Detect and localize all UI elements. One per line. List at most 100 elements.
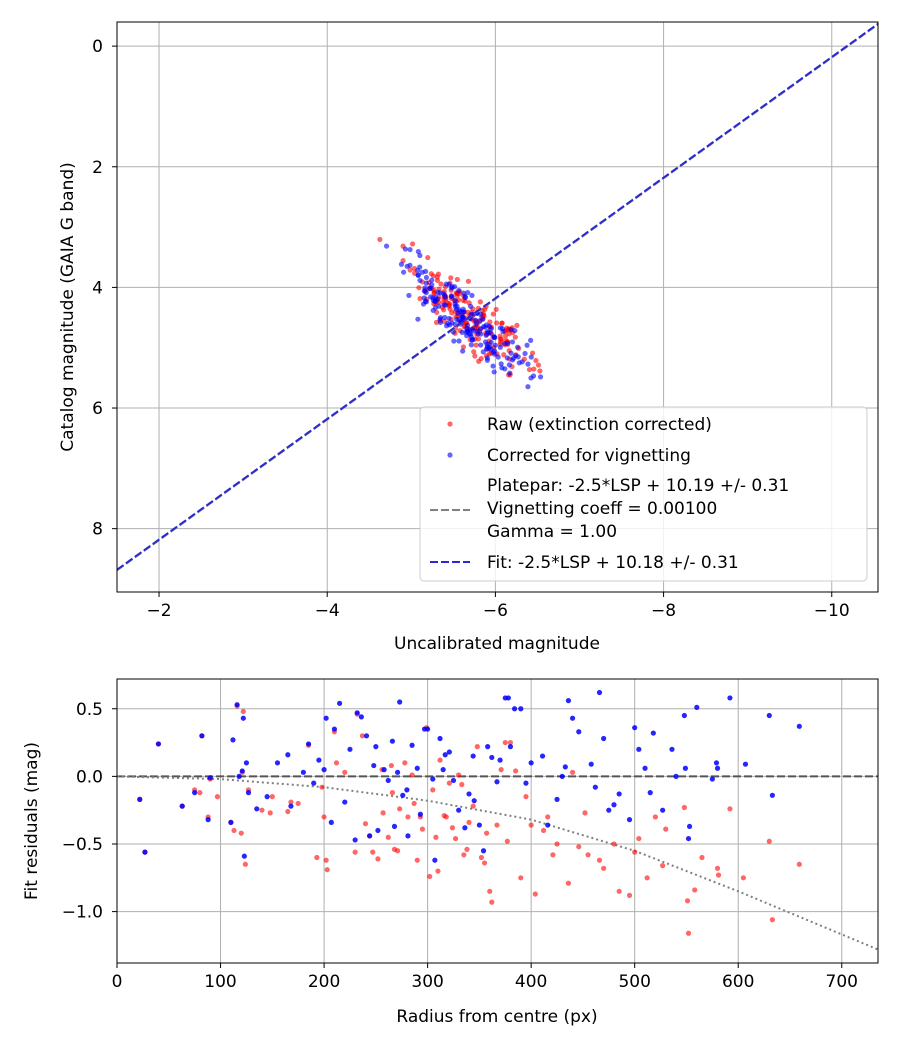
corrected-point bbox=[475, 331, 481, 337]
corrected-residual-point bbox=[562, 764, 568, 770]
corrected-point bbox=[464, 333, 470, 339]
top-y-tick-label: 6 bbox=[92, 399, 103, 419]
raw-point bbox=[499, 320, 505, 326]
bottom-x-axis-label: Radius from centre (px) bbox=[396, 1007, 597, 1027]
corrected-residual-point bbox=[442, 752, 448, 758]
corrected-residual-point bbox=[686, 823, 693, 830]
raw-residual-point bbox=[540, 827, 547, 834]
corrected-residual-point bbox=[480, 848, 487, 854]
corrected-point bbox=[491, 334, 497, 340]
raw-point bbox=[490, 311, 496, 317]
bottom-x-tick-label: 100 bbox=[204, 972, 236, 992]
raw-residual-point bbox=[456, 772, 462, 778]
corrected-point bbox=[492, 342, 498, 348]
raw-residual-point bbox=[352, 849, 358, 855]
corrected-residual-point bbox=[565, 698, 572, 704]
corrected-residual-point bbox=[230, 737, 236, 743]
corrected-residual-point bbox=[425, 726, 431, 732]
raw-residual-point bbox=[385, 834, 391, 840]
corrected-point bbox=[440, 290, 446, 297]
raw-residual-point bbox=[699, 854, 705, 861]
raw-residual-point bbox=[435, 868, 441, 874]
top-x-axis-label: Uncalibrated magnitude bbox=[394, 634, 600, 654]
corrected-point bbox=[528, 337, 534, 343]
corrected-point bbox=[507, 370, 513, 376]
raw-residual-point bbox=[411, 800, 417, 807]
corrected-point bbox=[429, 277, 435, 283]
corrected-residual-point bbox=[285, 752, 291, 758]
bottom-y-tick-label: −0.5 bbox=[62, 835, 103, 855]
raw-point bbox=[498, 336, 504, 342]
corrected-point bbox=[467, 303, 474, 309]
top-y-tick-label: 2 bbox=[92, 158, 103, 178]
corrected-residual-point bbox=[430, 776, 436, 782]
raw-point bbox=[407, 267, 413, 273]
corrected-point bbox=[417, 277, 423, 284]
corrected-residual-point bbox=[405, 833, 411, 839]
raw-residual-point bbox=[285, 808, 291, 815]
corrected-residual-point bbox=[371, 762, 377, 769]
corrected-point bbox=[404, 263, 410, 269]
raw-point bbox=[435, 271, 442, 277]
raw-residual-point bbox=[375, 856, 381, 862]
corrected-point bbox=[506, 362, 512, 368]
raw-point bbox=[529, 350, 536, 356]
corrected-residual-point bbox=[511, 706, 518, 712]
raw-residual-point bbox=[632, 849, 638, 855]
bottom-x-tick-label: 500 bbox=[618, 972, 650, 992]
corrected-residual-point bbox=[385, 777, 391, 784]
corrected-residual-point bbox=[367, 833, 373, 839]
raw-residual-point bbox=[461, 852, 467, 858]
corrected-residual-point bbox=[766, 712, 772, 719]
corrected-point bbox=[498, 361, 504, 367]
corrected-residual-point bbox=[742, 761, 749, 767]
raw-residual-point bbox=[684, 898, 691, 904]
corrected-point bbox=[417, 264, 423, 270]
corrected-point bbox=[525, 384, 531, 390]
corrected-residual-point bbox=[316, 757, 322, 763]
raw-residual-point bbox=[611, 841, 617, 847]
raw-residual-point bbox=[766, 838, 772, 844]
corrected-residual-point bbox=[592, 784, 598, 790]
corrected-point bbox=[422, 285, 428, 291]
top-y-tick-label: 0 bbox=[92, 37, 103, 57]
raw-point bbox=[526, 366, 533, 373]
bottom-x-tick-label: 600 bbox=[722, 972, 754, 992]
raw-point bbox=[473, 342, 479, 348]
raw-residual-point bbox=[470, 803, 476, 809]
raw-residual-point bbox=[513, 768, 519, 774]
legend: Raw (extinction corrected) Corrected for… bbox=[419, 406, 868, 582]
raw-residual-point bbox=[389, 790, 396, 796]
raw-residual-point bbox=[288, 799, 294, 805]
corrected-residual-point bbox=[554, 796, 560, 802]
corrected-residual-point bbox=[588, 761, 594, 767]
raw-residual-point bbox=[242, 861, 248, 867]
raw-residual-point bbox=[430, 787, 436, 793]
corrected-point bbox=[456, 287, 462, 294]
raw-residual-point bbox=[502, 739, 508, 746]
raw-residual-point bbox=[324, 867, 330, 873]
raw-residual-point bbox=[433, 834, 439, 840]
corrected-residual-point bbox=[400, 792, 406, 798]
raw-residual-point bbox=[596, 857, 603, 863]
raw-residual-point bbox=[585, 852, 591, 858]
corrected-residual-point bbox=[234, 702, 240, 708]
corrected-residual-point bbox=[466, 791, 472, 797]
corrected-residual-point bbox=[606, 807, 612, 813]
raw-residual-point bbox=[532, 891, 538, 897]
vignetting-curve bbox=[116, 775, 879, 951]
corrected-residual-point bbox=[179, 803, 185, 809]
raw-point bbox=[377, 236, 383, 243]
raw-residual-point bbox=[769, 917, 775, 923]
raw-residual-point bbox=[715, 872, 722, 878]
raw-residual-point bbox=[681, 804, 687, 811]
raw-residual-point bbox=[405, 814, 411, 820]
corrected-point bbox=[457, 308, 463, 315]
raw-point bbox=[430, 273, 437, 279]
corrected-residual-point bbox=[207, 775, 213, 781]
corrected-point bbox=[446, 315, 452, 322]
corrected-residual-point bbox=[264, 794, 270, 800]
corrected-point bbox=[468, 342, 474, 348]
corrected-point bbox=[522, 350, 528, 357]
